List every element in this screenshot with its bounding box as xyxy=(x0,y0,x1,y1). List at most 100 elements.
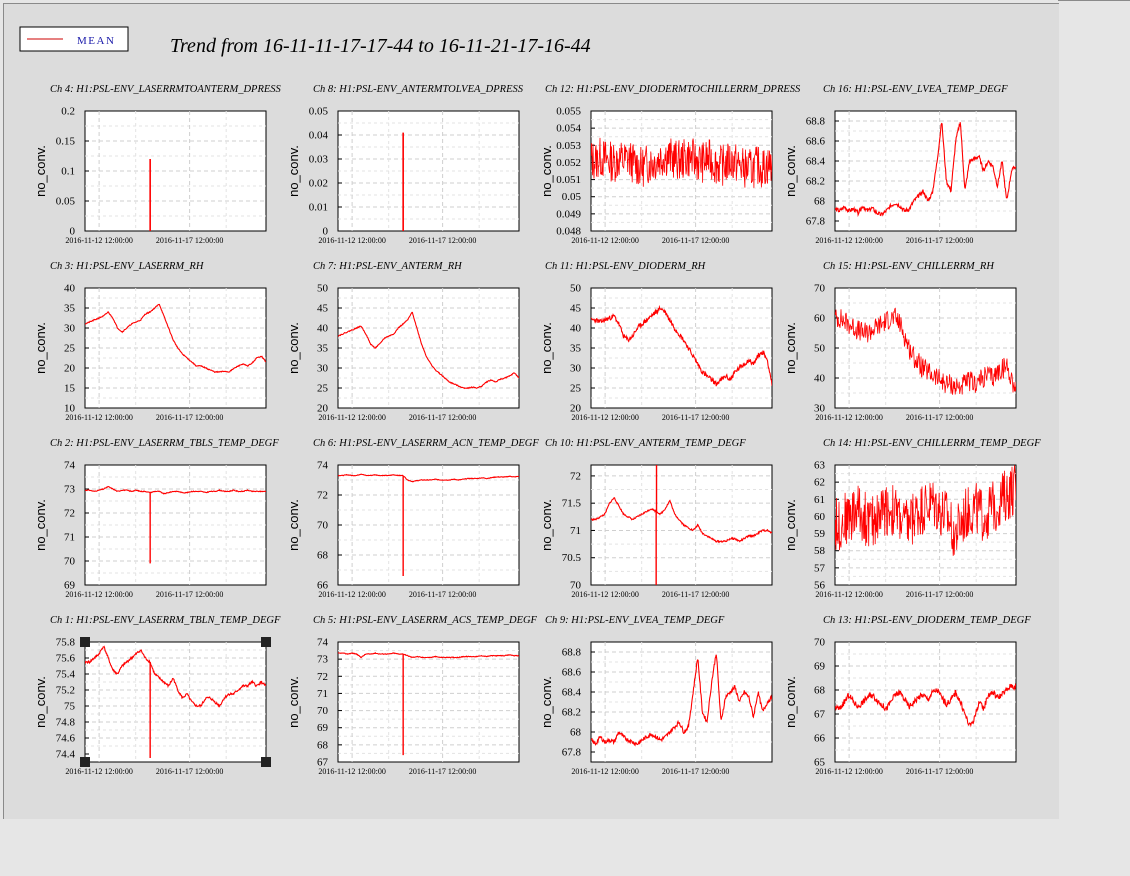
y-tick-label: 70 xyxy=(570,580,582,592)
y-tick-label: 65 xyxy=(814,757,826,769)
x-tick-label: 2016-11-17 12:00:00 xyxy=(906,590,973,599)
x-tick-label: 2016-11-12 12:00:00 xyxy=(571,413,638,422)
y-axis-label: no_conv. xyxy=(539,499,554,551)
y-tick-label: 68 xyxy=(317,739,329,751)
y-tick-label: 58 xyxy=(814,545,826,557)
series-trace xyxy=(338,651,519,756)
x-tick-label: 2016-11-12 12:00:00 xyxy=(815,767,882,776)
y-tick-label: 67 xyxy=(317,757,329,769)
y-tick-label: 20 xyxy=(317,403,329,415)
x-tick-label: 2016-11-17 12:00:00 xyxy=(662,590,729,599)
y-tick-label: 57 xyxy=(814,562,826,574)
y-axis-label: no_conv. xyxy=(539,145,554,197)
series-line xyxy=(338,311,519,390)
plot-area xyxy=(834,287,1017,409)
y-tick-label: 70 xyxy=(317,520,329,532)
y-tick-label: 74.4 xyxy=(56,749,76,761)
y-tick-label: 67 xyxy=(814,709,826,721)
chart-title: Ch 6: H1:PSL-ENV_LASERRM_ACN_TEMP_DEGF xyxy=(313,438,539,449)
y-axis-label: no_conv. xyxy=(33,676,48,728)
plot-area xyxy=(337,287,520,409)
y-tick-label: 45 xyxy=(317,303,329,315)
selection-handle[interactable] xyxy=(80,637,90,647)
x-tick-label: 2016-11-17 12:00:00 xyxy=(156,413,223,422)
series-trace xyxy=(591,654,772,747)
y-tick-label: 25 xyxy=(570,383,582,395)
y-tick-label: 40 xyxy=(570,323,582,335)
y-tick-label: 45 xyxy=(570,303,582,315)
x-tick-label: 2016-11-17 12:00:00 xyxy=(409,236,476,245)
y-tick-label: 75 xyxy=(64,701,76,713)
series-line xyxy=(338,473,519,483)
y-tick-label: 67.8 xyxy=(806,216,826,228)
series-trace xyxy=(85,645,266,758)
y-tick-label: 66 xyxy=(814,733,826,745)
y-tick-label: 74.8 xyxy=(56,717,76,729)
series-line xyxy=(591,654,772,747)
x-tick-label: 2016-11-17 12:00:00 xyxy=(662,236,729,245)
y-tick-label: 0.05 xyxy=(562,191,582,203)
x-tick-label: 2016-11-17 12:00:00 xyxy=(906,236,973,245)
chart-4: Ch 16: H1:PSL-ENV_LVEA_TEMP_DEGF 67.8 68 68… xyxy=(783,84,1017,245)
y-tick-label: 69 xyxy=(64,580,76,592)
y-axis-label: no_conv. xyxy=(783,676,798,728)
x-tick-label: 2016-11-12 12:00:00 xyxy=(65,590,132,599)
chart-title: Ch 15: H1:PSL-ENV_CHILLERRM_RH xyxy=(823,261,995,272)
y-tick-label: 0.04 xyxy=(309,130,329,142)
series-line xyxy=(591,497,772,544)
y-tick-label: 68.6 xyxy=(806,136,826,148)
series-line xyxy=(338,651,519,659)
y-tick-label: 75.4 xyxy=(56,669,76,681)
y-tick-label: 40 xyxy=(317,323,329,335)
chart-title: Ch 7: H1:PSL-ENV_ANTERM_RH xyxy=(313,261,463,272)
selection-handle[interactable] xyxy=(80,757,90,767)
y-tick-label: 40 xyxy=(814,373,826,385)
chart-12: Ch 14: H1:PSL-ENV_CHILLERRM_TEMP_DEGF 56 5… xyxy=(783,438,1041,599)
y-axis-label: no_conv. xyxy=(33,499,48,551)
figure-title: Trend from 16-11-11-17-17-44 to 16-11-21… xyxy=(170,35,591,57)
y-tick-label: 60 xyxy=(814,313,826,325)
y-tick-label: 70 xyxy=(814,283,826,295)
y-tick-label: 70 xyxy=(317,705,329,717)
y-tick-label: 68 xyxy=(570,727,582,739)
y-tick-label: 74.6 xyxy=(56,733,76,745)
selection-handle[interactable] xyxy=(261,637,271,647)
y-tick-label: 0.053 xyxy=(556,140,581,152)
x-tick-label: 2016-11-12 12:00:00 xyxy=(571,767,638,776)
series-trace xyxy=(85,303,266,374)
y-tick-label: 68.8 xyxy=(806,116,826,128)
y-tick-label: 20 xyxy=(570,403,582,415)
plot-area xyxy=(590,464,773,586)
y-axis-label: no_conv. xyxy=(33,322,48,374)
x-tick-label: 2016-11-12 12:00:00 xyxy=(815,236,882,245)
chart-1: Ch 4: H1:PSL-ENV_LASERRMTOANTERM_DPRESS 0… xyxy=(33,84,282,245)
y-axis-label: no_conv. xyxy=(783,145,798,197)
chart-title: Ch 13: H1:PSL-ENV_DIODERM_TEMP_DEGF xyxy=(823,615,1031,626)
y-tick-label: 0 xyxy=(70,226,76,238)
x-tick-label: 2016-11-12 12:00:00 xyxy=(65,413,132,422)
y-tick-label: 40 xyxy=(64,283,76,295)
y-tick-label: 66 xyxy=(317,580,329,592)
y-axis-label: no_conv. xyxy=(286,499,301,551)
y-tick-label: 25 xyxy=(64,343,76,355)
y-tick-label: 15 xyxy=(64,383,76,395)
series-line xyxy=(591,137,772,188)
plot-area xyxy=(590,287,773,409)
y-tick-label: 73 xyxy=(317,654,329,666)
y-tick-label: 74 xyxy=(317,460,329,472)
chart-title: Ch 11: H1:PSL-ENV_DIODERM_RH xyxy=(545,261,707,272)
y-tick-label: 30 xyxy=(570,363,582,375)
y-axis-label: no_conv. xyxy=(783,499,798,551)
y-tick-label: 0.05 xyxy=(56,196,76,208)
y-tick-label: 68.4 xyxy=(562,687,582,699)
y-tick-label: 60 xyxy=(814,511,826,523)
series-trace xyxy=(591,137,772,188)
y-tick-label: 68 xyxy=(317,550,329,562)
chart-13: Ch 1: H1:PSL-ENV_LASERRM_TBLN_TEMP_DEGF 7… xyxy=(33,615,281,776)
y-tick-label: 63 xyxy=(814,460,826,472)
chart-title: Ch 10: H1:PSL-ENV_ANTERM_TEMP_DEGF xyxy=(545,438,746,449)
y-tick-label: 68.4 xyxy=(806,156,826,168)
y-tick-label: 0.049 xyxy=(556,208,581,220)
y-axis-label: no_conv. xyxy=(286,676,301,728)
selection-handle[interactable] xyxy=(261,757,271,767)
